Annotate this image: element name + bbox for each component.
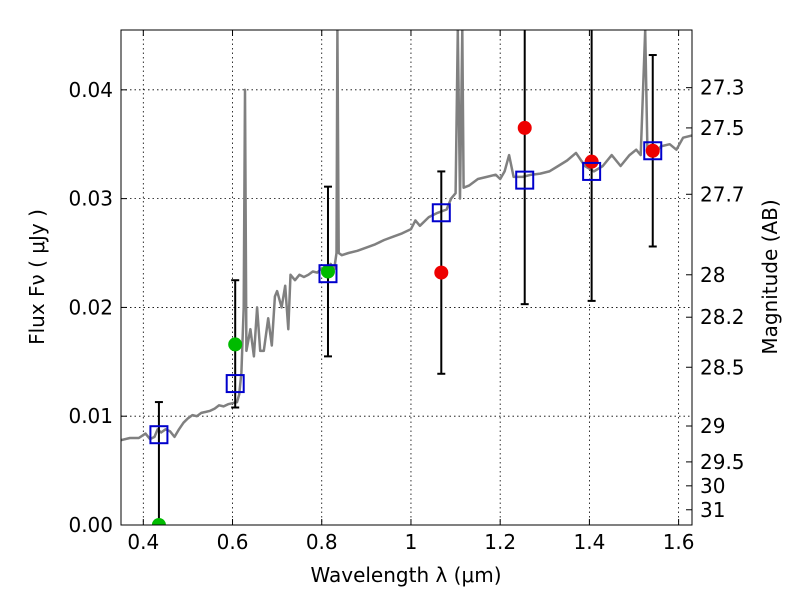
y-tick-label: 0.00 — [68, 513, 113, 537]
model-spectrum-line — [121, 30, 692, 442]
model-photometry-square — [318, 264, 338, 284]
observed-point-detection — [151, 518, 166, 525]
y-tick-label: 0.01 — [68, 404, 113, 428]
grid — [121, 30, 692, 526]
model-photometry-square — [225, 374, 245, 394]
x-axis-ticks: 0.4 0.6 0.8 1 1.2 1.4 1.6 — [127, 30, 695, 554]
observed-point-upper-limit — [517, 120, 532, 135]
observed-point-detection — [228, 337, 243, 352]
observed-point-detection — [320, 264, 335, 279]
model-photometry-square — [515, 170, 535, 190]
y-tick-label: 0.03 — [68, 187, 113, 211]
x-tick-label: 0.6 — [217, 530, 249, 554]
y2-tick-label: 29.5 — [700, 450, 745, 474]
model-photometry-square — [431, 203, 451, 223]
y2-tick-label: 30 — [700, 474, 725, 498]
y2-tick-label: 27.7 — [700, 182, 745, 206]
y-axis-ticks: 0.00 0.01 0.02 0.03 0.04 — [68, 78, 127, 537]
y2-tick-label: 31 — [700, 498, 725, 522]
plot-area — [121, 30, 692, 525]
y2-tick-label: 27.3 — [700, 76, 745, 100]
x-tick-label: 1.6 — [663, 530, 695, 554]
x-axis-title: Wavelength λ (μm) — [310, 563, 501, 587]
y2-tick-label: 27.5 — [700, 116, 745, 140]
model-photometry-square — [643, 141, 663, 161]
y-axis-title: Flux Fν ( μJy ) — [25, 209, 49, 345]
model-photometry-square — [149, 425, 169, 445]
x-tick-label: 0.4 — [127, 530, 159, 554]
observed-points — [151, 120, 660, 525]
y-tick-label: 0.02 — [68, 295, 113, 319]
observed-point-upper-limit — [584, 154, 599, 169]
error-bars — [154, 30, 657, 525]
plot-frame — [120, 29, 693, 526]
x-tick-label: 0.8 — [306, 530, 338, 554]
y2-tick-label: 28 — [700, 263, 725, 287]
observed-point-upper-limit — [645, 143, 660, 158]
x-tick-label: 1 — [405, 530, 418, 554]
y2-tick-label: 28.5 — [700, 355, 745, 379]
observed-point-upper-limit — [434, 265, 449, 280]
y-tick-label: 0.04 — [68, 78, 113, 102]
y2-tick-label: 29 — [700, 414, 725, 438]
model-photometry-points — [149, 141, 663, 445]
model-photometry-square — [582, 161, 602, 181]
error-bar — [154, 401, 163, 525]
y2-tick-label: 28.2 — [700, 305, 745, 329]
error-bar — [520, 30, 529, 306]
y2-axis-title: Magnitude (AB) — [758, 199, 782, 354]
x-tick-label: 1.4 — [573, 530, 605, 554]
x-tick-label: 1.2 — [484, 530, 516, 554]
